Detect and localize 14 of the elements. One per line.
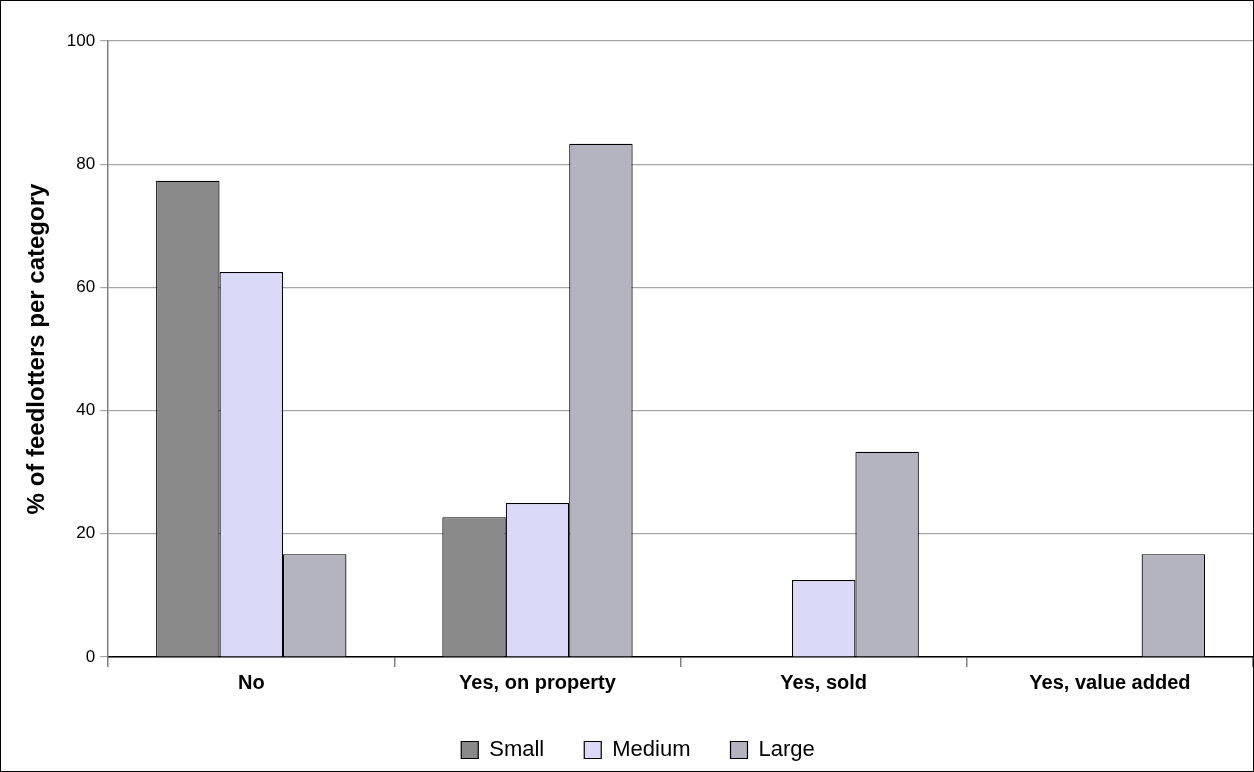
y-tick-label: 100 xyxy=(66,30,96,50)
x-tick-label: Yes, on property xyxy=(459,670,617,693)
y-tick-label: 60 xyxy=(76,277,96,297)
legend-label: Small xyxy=(489,736,545,762)
y-tick-label: 80 xyxy=(76,153,96,173)
x-tick-label: Yes, value added xyxy=(1029,670,1191,693)
y-axis-title: % of feedlotters per category xyxy=(22,182,50,515)
y-tick-label: 40 xyxy=(76,400,96,420)
x-tick-label: No xyxy=(237,670,265,693)
y-tick-label: 20 xyxy=(76,523,96,543)
legend-label: Large xyxy=(758,736,815,762)
x-tick-label: Yes, sold xyxy=(780,670,868,693)
legend-label: Medium xyxy=(612,736,691,762)
y-tick-label: 0 xyxy=(85,646,96,666)
